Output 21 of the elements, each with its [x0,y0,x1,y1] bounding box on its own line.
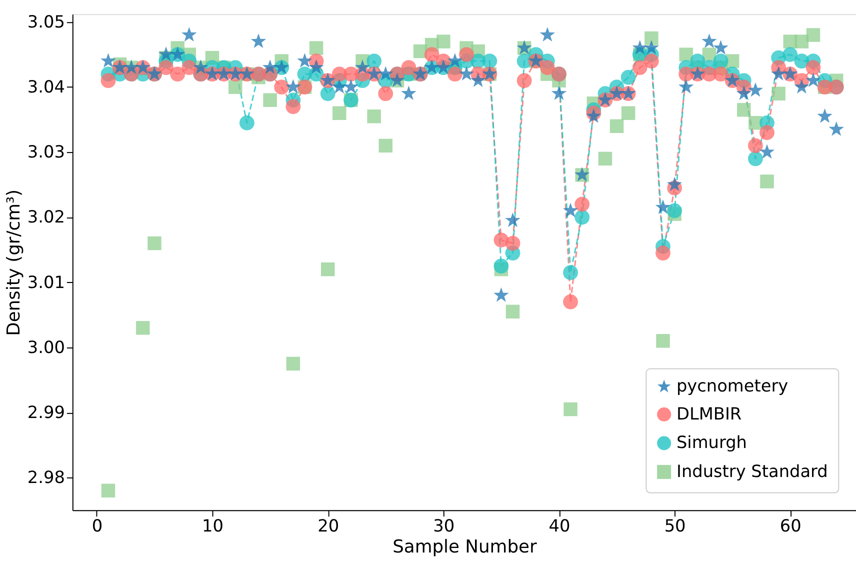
legend-label: pycnometery [676,376,788,396]
y-tick-label: 3.05 [27,11,65,32]
y-tick-label: 3.02 [27,206,65,227]
y-tick-label: 2.99 [27,402,65,422]
y-tick-label: 3.03 [27,142,65,162]
x-tick-label: 60 [780,515,802,536]
x-tick-label: 10 [202,515,224,536]
x-tick-label: 50 [664,515,686,536]
x-tick-label: 40 [548,515,570,536]
y-axis-title: Density (gr/cm³) [3,189,24,336]
legend-label: Simurgh [676,432,747,452]
y-tick-label: 2.98 [27,467,65,488]
y-tick-label: 3.00 [27,336,65,357]
y-tick-label: 3.01 [27,272,65,292]
legend-label: DLMBIR [676,403,742,424]
x-tick-label: 0 [92,515,103,536]
legend-label: Industry Standard [676,460,828,481]
x-axis-title: Sample Number [392,536,538,558]
x-tick-label: 30 [433,515,455,536]
x-tick-label: 20 [318,515,340,536]
y-tick-label: 3.04 [27,76,65,97]
